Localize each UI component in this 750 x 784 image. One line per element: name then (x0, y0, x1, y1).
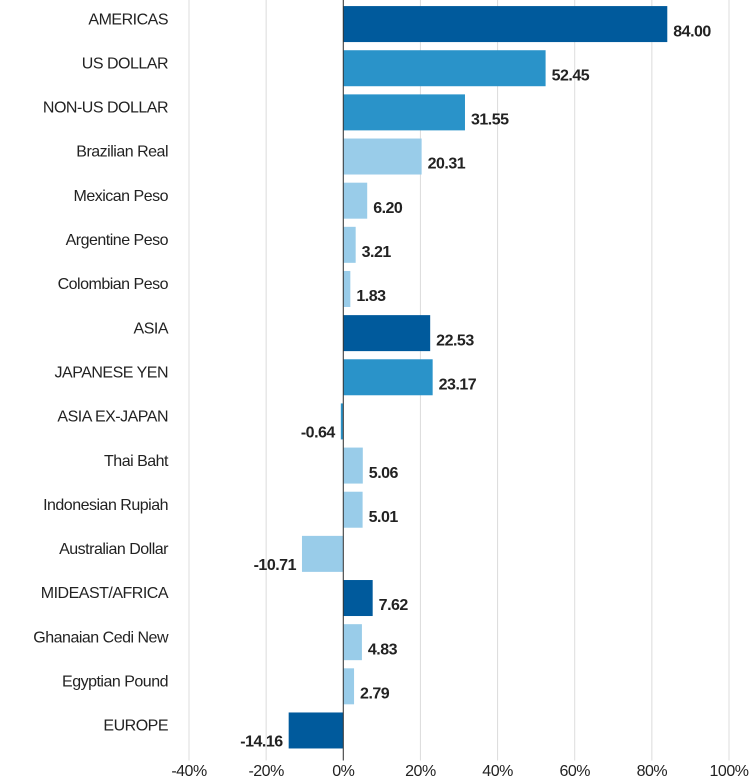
value-label: 52.45 (552, 67, 590, 84)
x-tick-label: 20% (405, 763, 436, 780)
y-tick-label: EUROPE (103, 718, 168, 735)
bar (343, 359, 433, 396)
y-tick-label: Indonesian Rupiah (43, 497, 168, 514)
value-label: 22.53 (436, 332, 474, 349)
value-label: 4.83 (368, 641, 398, 658)
bar (340, 403, 344, 440)
y-tick-label: Mexican Peso (74, 188, 169, 205)
y-tick-label: Argentine Peso (66, 232, 169, 249)
value-label: 6.20 (373, 200, 403, 217)
value-label: 20.31 (428, 156, 466, 173)
x-tick-label: 100% (710, 763, 749, 780)
bar (343, 270, 351, 307)
y-tick-label: Ghanaian Cedi New (33, 629, 169, 646)
value-label: -10.71 (254, 557, 297, 574)
y-tick-label: Australian Dollar (59, 541, 169, 558)
y-tick-label: Brazilian Real (76, 144, 168, 161)
value-label: 23.17 (439, 376, 477, 393)
y-tick-label: MIDEAST/AFRICA (41, 585, 169, 602)
x-tick-label: -40% (171, 763, 207, 780)
bar (343, 624, 362, 661)
y-tick-label: Colombian Peso (58, 276, 169, 293)
x-tick-label: 40% (482, 763, 513, 780)
bar (343, 668, 355, 705)
value-label: 3.21 (362, 244, 392, 261)
y-tick-label: Thai Baht (104, 453, 169, 470)
value-label: 2.79 (360, 686, 390, 703)
value-label: 1.83 (356, 288, 386, 305)
value-label: 31.55 (471, 112, 509, 129)
x-tick-label: -20% (248, 763, 284, 780)
x-tick-label: 60% (559, 763, 590, 780)
bar (343, 447, 363, 484)
y-tick-label: AMERICAS (88, 11, 168, 28)
bar (343, 580, 373, 617)
y-tick-label: ASIA (134, 320, 169, 337)
value-label: 7.62 (379, 597, 409, 614)
value-label: -14.16 (240, 734, 283, 751)
bar (343, 50, 546, 87)
bar (343, 94, 465, 131)
value-label: -0.64 (301, 425, 336, 442)
y-tick-label: US DOLLAR (82, 55, 168, 72)
value-label: 5.01 (369, 509, 399, 526)
bar (301, 535, 344, 572)
bar (343, 226, 356, 263)
bar (288, 712, 344, 749)
value-label: 5.06 (369, 465, 399, 482)
bar (343, 491, 363, 528)
x-tick-label: 0% (332, 763, 354, 780)
bar (343, 6, 668, 43)
bar (343, 315, 431, 352)
x-tick-label: 80% (637, 763, 668, 780)
y-tick-label: ASIA EX-JAPAN (57, 409, 168, 426)
y-tick-label: JAPANESE YEN (55, 364, 168, 381)
bar (343, 182, 368, 219)
value-label: 84.00 (673, 23, 711, 40)
y-tick-label: NON-US DOLLAR (43, 100, 168, 117)
y-tick-label: Egyptian Pound (62, 674, 168, 691)
bar (343, 138, 422, 175)
